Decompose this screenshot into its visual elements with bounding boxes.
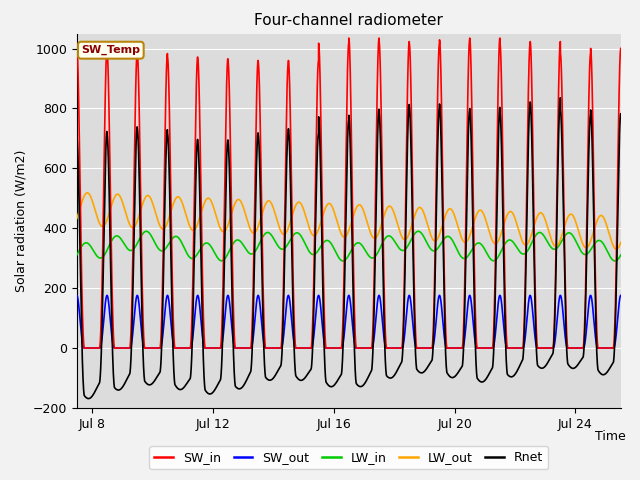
Legend: SW_in, SW_out, LW_in, LW_out, Rnet: SW_in, SW_out, LW_in, LW_out, Rnet [149,446,548,469]
X-axis label: Time: Time [595,431,626,444]
Y-axis label: Solar radiation (W/m2): Solar radiation (W/m2) [14,150,27,292]
Title: Four-channel radiometer: Four-channel radiometer [254,13,444,28]
Text: SW_Temp: SW_Temp [81,45,140,55]
